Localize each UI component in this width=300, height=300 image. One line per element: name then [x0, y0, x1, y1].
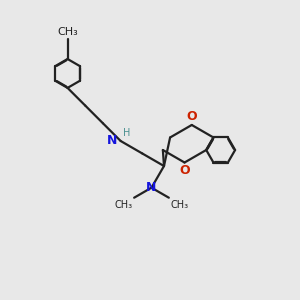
Text: CH₃: CH₃: [57, 27, 78, 37]
Text: CH₃: CH₃: [170, 200, 188, 210]
Text: CH₃: CH₃: [114, 200, 132, 210]
Text: H: H: [123, 128, 130, 138]
Text: N: N: [107, 134, 118, 148]
Text: O: O: [179, 164, 190, 177]
Text: O: O: [187, 110, 197, 123]
Text: N: N: [146, 181, 157, 194]
